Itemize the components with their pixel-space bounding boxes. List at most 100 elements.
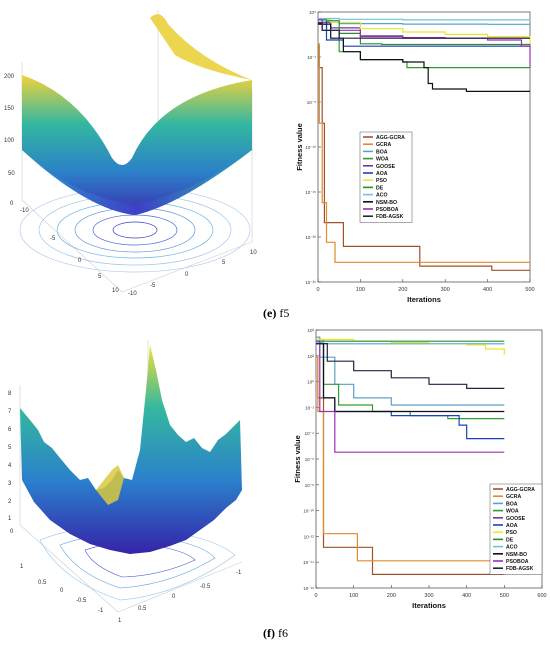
ytick-e-1: 5: [222, 260, 226, 266]
caption-f: (f) f6: [263, 626, 288, 641]
ytick-f-0: 1: [20, 564, 24, 570]
x-tick-label: 100: [356, 287, 365, 293]
series-line-gcra: [318, 43, 530, 263]
ytick-f-4: -1: [98, 608, 104, 614]
ztick-f-7: 1: [8, 516, 12, 522]
series-line-aco: [318, 17, 531, 21]
legend-entry: AGG-GCRA: [376, 135, 405, 141]
y-tick-label: 10⁻¹²: [304, 534, 315, 539]
surface-ridge-f: [96, 465, 124, 505]
legend-entry: NSM-BO: [376, 200, 397, 206]
legend-entry: NSM-BO: [506, 552, 527, 558]
y-tick-label: 10²: [307, 354, 314, 359]
ytick-f-2: 0: [60, 588, 64, 594]
plot-area: [317, 11, 531, 283]
legend-entry: AGG-GCRA: [506, 487, 535, 493]
ytick-e-4: -10: [128, 291, 137, 297]
xtick-f-4: 1: [118, 618, 122, 624]
y-tick-label: 10⁻¹⁶: [303, 586, 314, 591]
legend-entry: DE: [506, 537, 514, 543]
y-tick-label: 10⁻⁵: [305, 457, 314, 462]
legend-entry: WOA: [376, 157, 389, 163]
x-tick-label: 400: [483, 287, 492, 293]
xtick-f-1: -0.5: [200, 584, 211, 590]
xtick-e-1: -5: [50, 236, 56, 242]
surface-terrain-f: [20, 345, 242, 554]
x-tick-label: 600: [537, 593, 546, 599]
x-tick-label: 300: [424, 593, 433, 599]
x-tick-label: 200: [398, 287, 407, 293]
ztick-f-6: 2: [8, 499, 12, 505]
ytick-e-0: 10: [250, 250, 257, 256]
legend-entry: GCRA: [376, 142, 392, 148]
series-line-pso: [318, 19, 531, 44]
xtick-e-3: 5: [98, 274, 102, 280]
legend-entry: AOA: [506, 523, 518, 529]
xtick-f-2: 0: [172, 594, 176, 600]
caption-e: (e) f5: [263, 306, 289, 321]
surface-bowl-e: [22, 75, 252, 215]
legend-box: [359, 131, 413, 223]
legend-entry: PSO: [376, 178, 387, 184]
x-tick-label: 300: [441, 287, 450, 293]
caption-f-label: f6: [278, 626, 288, 640]
y-tick-label: 10⁻⁴: [305, 431, 314, 436]
y-tick-label: 10⁻¹⁰: [305, 145, 316, 150]
caption-e-letter: (e): [263, 306, 277, 320]
surface-peak-e: [150, 14, 252, 80]
y-axis-label: Fitness value: [295, 123, 304, 171]
xtick-f-3: 0.5: [138, 606, 147, 612]
ztick-f-0: 8: [8, 391, 12, 397]
ztick-e-2: 100: [4, 138, 15, 144]
x-tick-label: 500: [525, 287, 534, 293]
ztick-f-4: 4: [8, 463, 12, 469]
x-tick-label: 400: [462, 593, 471, 599]
x-tick-label: 200: [387, 593, 396, 599]
legend-entry: BOA: [376, 149, 388, 155]
y-tick-label: 10⁻²⁰: [305, 235, 316, 240]
y-axis-label: Fitness value: [293, 435, 302, 483]
ztick-f-2: 6: [8, 427, 12, 433]
y-tick-label: 10⁰: [307, 380, 314, 385]
y-tick-label: 10⁻²⁵: [305, 280, 316, 285]
ztick-e-0: 200: [4, 74, 15, 80]
xtick-e-2: 0: [78, 258, 82, 264]
legend-entry: GOOSE: [376, 164, 396, 170]
caption-e-label: f5: [279, 306, 290, 320]
series-line-gcra: [316, 356, 505, 562]
legend-entry: FDB-AGSK: [376, 214, 404, 220]
ytick-e-3: -5: [150, 283, 156, 289]
legend-entry: PSO: [506, 530, 517, 536]
ztick-f-1: 7: [8, 409, 12, 415]
y-tick-label: 10⁻¹⁴: [303, 560, 314, 565]
series-line-fdb-agsk: [318, 22, 530, 39]
y-tick-label: 10⁴: [309, 10, 316, 15]
legend-entry: WOA: [506, 509, 519, 515]
legend-entry: GCRA: [506, 494, 522, 500]
ztick-e-1: 150: [4, 106, 15, 112]
x-axis-label: Iterations: [412, 601, 446, 610]
ytick-f-1: 0.5: [38, 580, 47, 586]
convergence-chart-f5: 0 100 200 300 400 500 10⁴ 10⁻¹ 10⁻⁵ 10⁻¹⁰ 10⁻¹⁵ 10⁻…: [295, 10, 535, 304]
ztick-f-8: 0: [10, 529, 14, 535]
surface-plot-f6: 8 7 6 5 4 3 2 1 0 1 0.5 0 -0.5 -1 -1 -0.…: [8, 340, 243, 624]
x-tick-label: 500: [500, 593, 509, 599]
y-tick-label: 10⁻⁸: [305, 483, 314, 488]
legend-entry: PSOBOA: [506, 559, 529, 565]
x-tick-label: 0: [314, 593, 317, 599]
ztick-e-4: 0: [10, 201, 14, 207]
xtick-e-4: 10: [112, 288, 119, 294]
ytick-e-2: 0: [185, 272, 189, 278]
y-tick-label: 10⁻¹: [305, 405, 314, 410]
y-tick-label: 10³: [307, 328, 314, 333]
series-line-psoboa: [316, 340, 505, 453]
convergence-chart-f6: 0 100 200 300 400 500 600 10³ 10² 10⁰ 10⁻¹ 10⁻⁴ 10⁻⁵…: [293, 328, 547, 610]
legend-entry: FDB-AGSK: [506, 566, 534, 572]
legend-entry: DE: [376, 185, 384, 191]
ytick-f-3: -0.5: [76, 598, 87, 604]
ztick-f-5: 3: [8, 481, 12, 487]
legend-entry: ACO: [506, 545, 518, 551]
x-axis-label: Iterations: [407, 295, 441, 304]
